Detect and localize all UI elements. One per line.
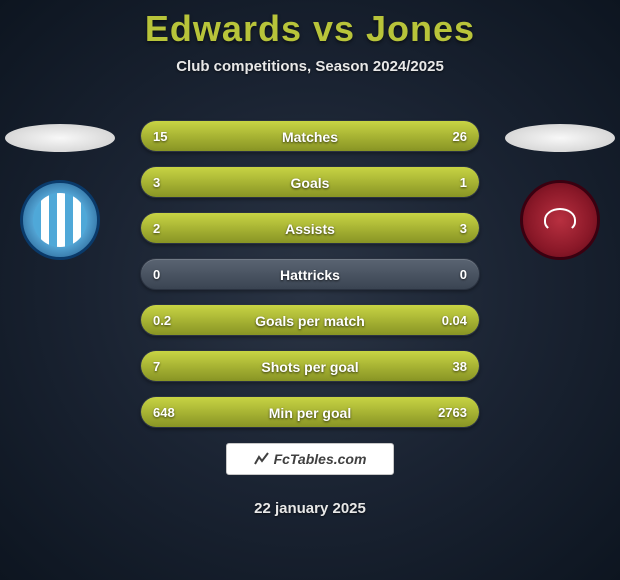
stat-row: 31Goals [140, 166, 480, 198]
page-title: Edwards vs Jones [0, 0, 620, 50]
stat-label: Goals [141, 167, 479, 198]
stat-label: Goals per match [141, 305, 479, 336]
player-avatar-right [505, 124, 615, 152]
player-avatar-left [5, 124, 115, 152]
stat-label: Assists [141, 213, 479, 244]
watermark-icon [254, 452, 270, 466]
date-text: 22 january 2025 [0, 500, 620, 517]
stat-label: Min per goal [141, 397, 479, 428]
stat-row: 00Hattricks [140, 258, 480, 290]
comparison-chart: 1526Matches 31Goals 23Assists 00Hattricks 0.… [140, 120, 480, 442]
stat-label: Matches [141, 121, 479, 152]
stat-row: 738Shots per goal [140, 350, 480, 382]
stat-row: 1526Matches [140, 120, 480, 152]
stat-row: 6482763Min per goal [140, 396, 480, 428]
watermark-text: FcTables.com [274, 451, 367, 467]
watermark-badge: FcTables.com [226, 443, 394, 475]
club-crest-left [20, 180, 100, 260]
stat-row: 0.20.04Goals per match [140, 304, 480, 336]
club-crest-right [520, 180, 600, 260]
stat-label: Shots per goal [141, 351, 479, 382]
stat-row: 23Assists [140, 212, 480, 244]
stat-label: Hattricks [141, 259, 479, 290]
subtitle: Club competitions, Season 2024/2025 [0, 58, 620, 75]
